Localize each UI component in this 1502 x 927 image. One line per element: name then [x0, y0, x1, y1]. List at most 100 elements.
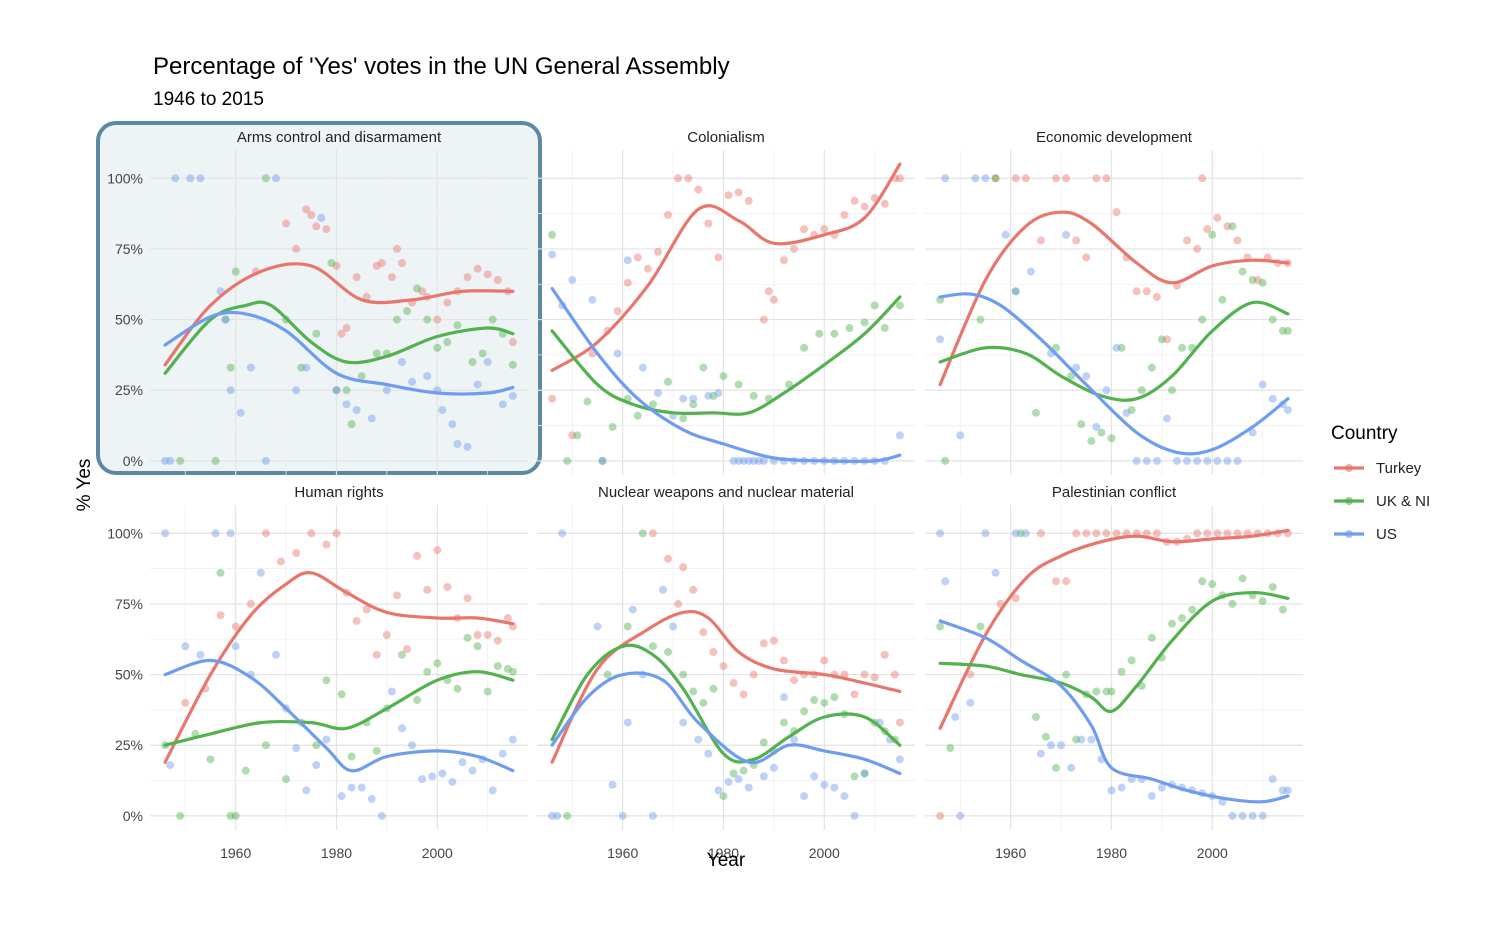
panel-grid [150, 505, 528, 830]
data-point [337, 792, 346, 801]
data-point [1208, 580, 1217, 589]
data-point [714, 786, 723, 795]
data-point [638, 363, 647, 372]
data-point [473, 631, 482, 639]
data-point [1072, 529, 1081, 538]
data-point [653, 247, 662, 256]
data-point [347, 752, 356, 761]
data-point [1021, 174, 1030, 183]
data-point [382, 386, 391, 395]
data-point [322, 735, 331, 744]
data-point [689, 394, 698, 403]
y-axis-title: % Yes [74, 459, 95, 512]
data-point [418, 775, 427, 784]
data-point [1268, 582, 1277, 591]
data-point [956, 811, 965, 820]
highlight-box [96, 121, 542, 475]
panel-title: Nuclear weapons and nuclear material [598, 484, 854, 501]
data-point [196, 174, 205, 183]
points-turkey [648, 529, 904, 727]
data-point [1112, 529, 1121, 538]
data-point [623, 256, 632, 265]
data-point [377, 259, 386, 268]
data-point [1167, 386, 1176, 395]
data-point [548, 394, 557, 403]
data-point [860, 202, 869, 211]
data-point [981, 174, 990, 183]
data-point [679, 414, 688, 423]
data-point [779, 656, 788, 665]
data-point [463, 442, 472, 451]
y-tick-label: 50% [115, 312, 143, 328]
data-point [623, 278, 632, 287]
data-point [387, 687, 396, 696]
data-point [352, 616, 361, 625]
data-point [719, 792, 728, 801]
data-point [261, 174, 270, 183]
data-point [1142, 529, 1151, 538]
data-point [830, 783, 839, 792]
data-point [478, 349, 487, 358]
data-point [392, 591, 401, 600]
data-point [1248, 811, 1257, 820]
data-point [709, 391, 718, 400]
data-point [1137, 386, 1146, 395]
data-point [895, 431, 904, 440]
data-point [1052, 763, 1061, 772]
data-point [302, 363, 311, 372]
data-point [709, 684, 718, 693]
data-point [653, 389, 662, 398]
data-point [1223, 456, 1232, 465]
data-point [966, 670, 975, 679]
data-point [211, 456, 220, 465]
data-point [1157, 335, 1166, 344]
data-point [282, 775, 291, 784]
data-point [166, 761, 175, 769]
data-point [463, 594, 472, 603]
panel-human-rights: Human rights 0% 25% 50% 75% 100% 1960 1980 2000 [107, 484, 528, 861]
data-point [332, 529, 341, 538]
data-point [568, 276, 577, 284]
data-point [453, 684, 462, 693]
data-point [623, 718, 632, 727]
data-point [659, 585, 667, 594]
data-point [759, 772, 768, 781]
data-point [246, 599, 255, 608]
y-tick-label: 100% [107, 170, 143, 186]
data-point [759, 456, 768, 465]
data-point [936, 529, 945, 538]
panel-grid [925, 505, 1303, 830]
data-point [1278, 326, 1287, 335]
data-point [593, 622, 602, 631]
data-point [880, 199, 889, 208]
data-point [403, 645, 412, 654]
data-point [372, 261, 381, 270]
data-point [1082, 529, 1091, 538]
data-point [231, 622, 240, 631]
data-point [1062, 230, 1071, 239]
data-point [372, 650, 381, 659]
data-point [936, 622, 945, 631]
data-point [428, 772, 437, 781]
x-tick-label: 2000 [809, 845, 840, 861]
data-point [764, 287, 773, 296]
data-point [850, 196, 859, 205]
data-point [724, 191, 733, 200]
data-point [739, 766, 748, 775]
data-point [483, 687, 492, 696]
data-point [1233, 456, 1242, 465]
data-point [1258, 278, 1267, 287]
data-point [1147, 363, 1156, 372]
data-point [312, 329, 321, 338]
data-point [317, 213, 326, 222]
data-point [1193, 244, 1202, 253]
data-point [292, 744, 301, 753]
data-point [694, 185, 703, 194]
data-point [669, 622, 678, 631]
data-point [704, 219, 713, 228]
data-point [367, 414, 376, 423]
data-point [1021, 529, 1030, 538]
data-point [1031, 712, 1040, 721]
data-point [261, 529, 270, 538]
data-point [769, 295, 778, 304]
